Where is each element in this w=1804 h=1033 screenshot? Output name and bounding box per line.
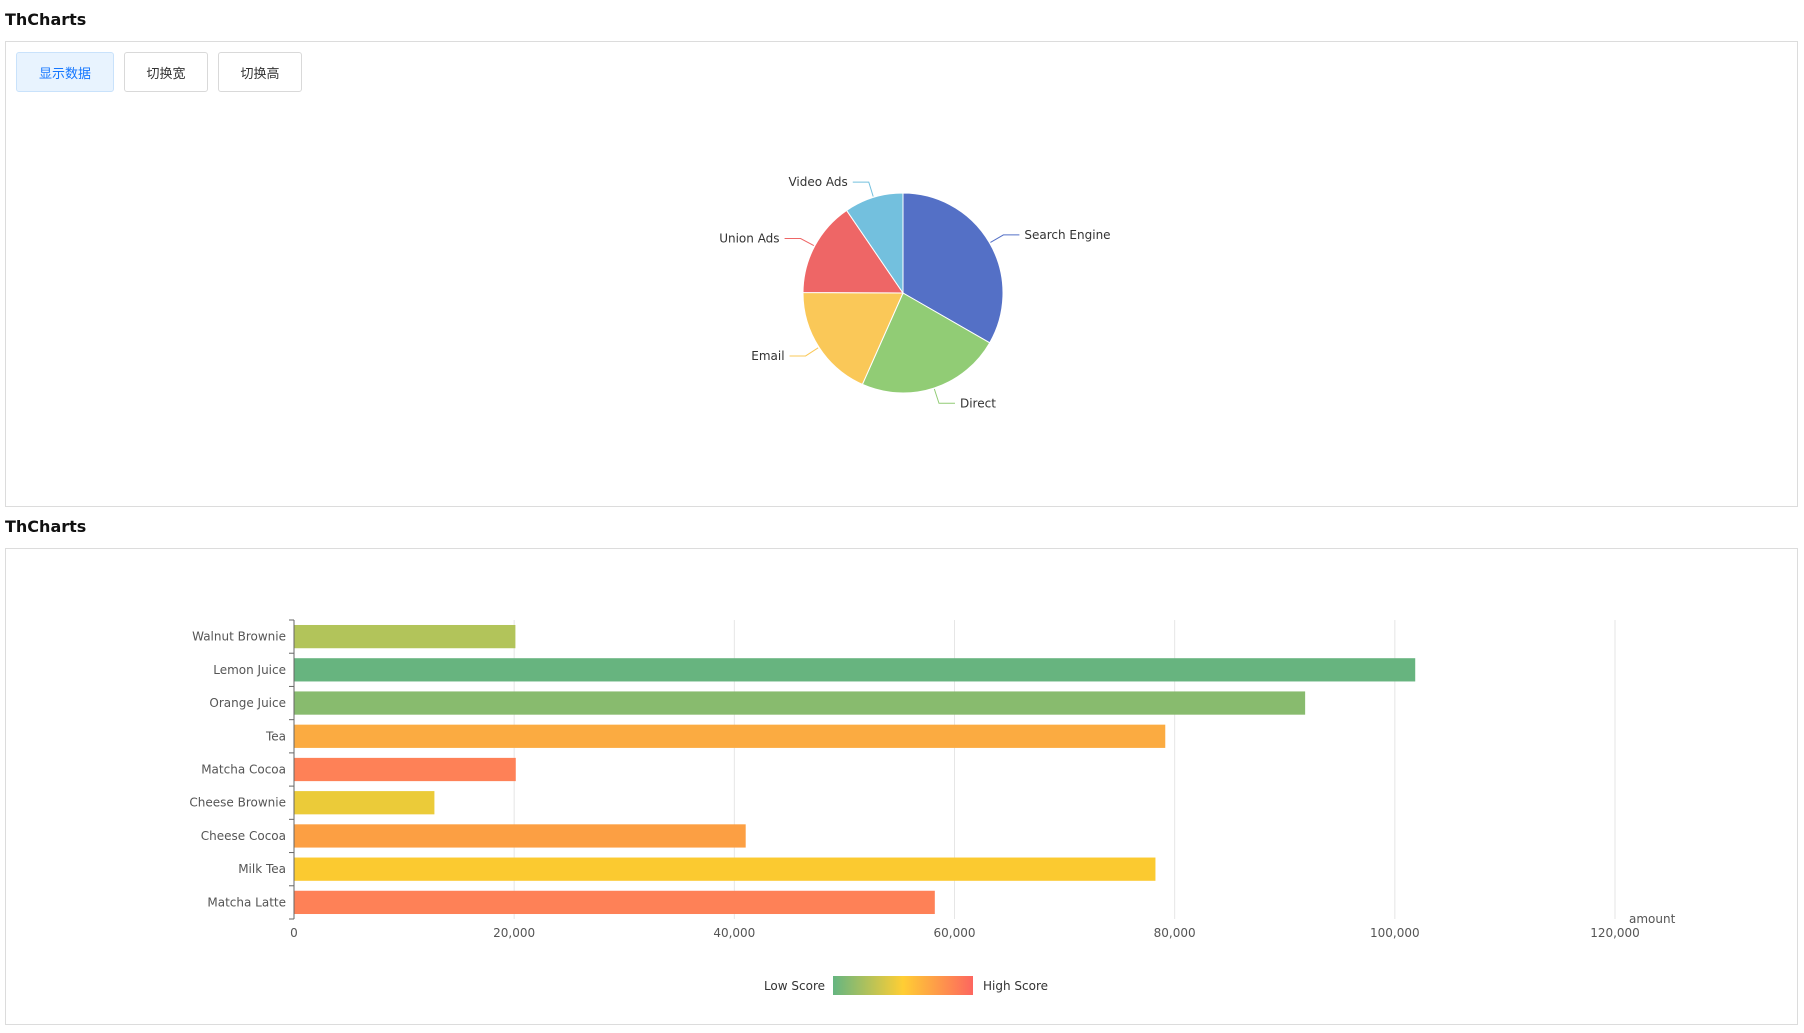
x-tick-label: 0 — [290, 926, 298, 940]
pie-label-line-direct — [933, 388, 955, 404]
y-tick-label-walnut-brownie: Walnut Brownie — [192, 630, 286, 644]
pie-label-line-email — [789, 347, 819, 357]
x-tick-label: 40,000 — [713, 926, 755, 940]
pie-label-line-video-ads — [852, 181, 874, 197]
pie-slice-union-ads — [802, 209, 904, 294]
pie-slice-search-engine — [902, 192, 1004, 344]
pie-label-search-engine: Search Engine — [1024, 228, 1110, 242]
visual-map-bar — [833, 976, 973, 995]
x-tick-label: 120,000 — [1590, 926, 1640, 940]
visual-map-low-label: Low Score — [764, 979, 825, 993]
y-tick-label-cheese-brownie: Cheese Brownie — [189, 796, 286, 810]
y-tick-label-lemon-juice: Lemon Juice — [213, 663, 286, 677]
visual-map-high-label: High Score — [983, 979, 1048, 993]
toggle-width-button[interactable]: 切换宽 — [124, 52, 208, 92]
y-tick-label-cheese-cocoa: Cheese Cocoa — [201, 829, 286, 843]
pie-chart-panel: 显示数据 切换宽 切换高 Search Engine Direct Email Uni… — [5, 41, 1798, 507]
pie-label-video-ads: Video Ads — [788, 175, 847, 189]
bar-chart: Walnut Brownie Lemon Juice Orange Juice Tea… — [189, 619, 1676, 995]
pie-label-line-union-ads — [784, 238, 815, 247]
section-title-pie: ThCharts — [5, 10, 87, 29]
x-tick-label: 80,000 — [1154, 926, 1196, 940]
pie-label-union-ads: Union Ads — [719, 232, 779, 246]
pie-chart: Search Engine Direct Email Union Ads Video A… — [719, 175, 1110, 410]
y-tick-label-matcha-cocoa: Matcha Cocoa — [201, 763, 286, 777]
bar-chart-panel: Walnut Brownie Lemon Juice Orange Juice Tea… — [5, 548, 1798, 1025]
pie-label-email: Email — [751, 349, 784, 363]
x-tick-label: 20,000 — [493, 926, 535, 940]
bar-lemon-juice — [294, 658, 1416, 682]
x-tick-label: 60,000 — [934, 926, 976, 940]
pie-label-direct: Direct — [960, 396, 996, 410]
pie-slice-email — [802, 291, 904, 386]
bar-cheese-brownie — [294, 791, 435, 815]
pie-slice-video-ads — [845, 192, 904, 295]
section-title-bar: ThCharts — [5, 517, 87, 536]
toggle-height-button[interactable]: 切换高 — [218, 52, 302, 92]
bar-tea — [294, 724, 1166, 748]
y-tick-label-orange-juice: Orange Juice — [209, 696, 286, 710]
bar-milk-tea — [294, 857, 1156, 881]
x-axis-name: amount — [1629, 912, 1676, 926]
show-data-button[interactable]: 显示数据 — [16, 52, 114, 92]
bar-matcha-cocoa — [294, 757, 516, 782]
pie-slice-direct — [861, 292, 991, 394]
bar-cheese-cocoa — [294, 824, 746, 848]
y-tick-label-matcha-latte: Matcha Latte — [207, 895, 286, 909]
x-tick-label: 100,000 — [1370, 926, 1420, 940]
pie-label-line-search-engine — [990, 234, 1020, 243]
bar-walnut-brownie — [294, 624, 516, 649]
y-tick-label-tea: Tea — [265, 729, 286, 743]
bar-matcha-latte — [294, 890, 935, 915]
bar-orange-juice — [294, 691, 1306, 715]
y-tick-label-milk-tea: Milk Tea — [238, 862, 286, 876]
